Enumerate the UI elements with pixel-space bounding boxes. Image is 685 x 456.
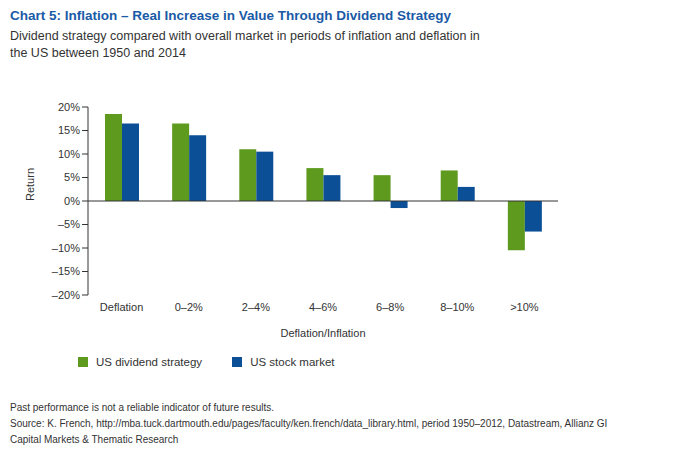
svg-text:15%: 15% (58, 124, 80, 136)
svg-text:5%: 5% (64, 171, 80, 183)
svg-text:2–4%: 2–4% (242, 301, 270, 313)
html-text:Past performance is not a reli: Past performance is not a reliable indic… (10, 402, 274, 413)
svg-text:Deflation: Deflation (100, 301, 143, 313)
svg-text:8–10%: 8–10% (440, 301, 474, 313)
html-text:US stock market: US stock market (250, 356, 335, 368)
html-text:Dividend strategy compared wit: Dividend strategy compared with overall … (10, 29, 480, 60)
svg-text:10%: 10% (58, 148, 80, 160)
svg-text:Deflation/Inflation: Deflation/Inflation (281, 327, 366, 339)
svg-text:–5%: –5% (58, 218, 80, 230)
svg-text:6–8%: 6–8% (376, 301, 404, 313)
svg-text:0%: 0% (64, 195, 80, 207)
svg-text:>10%: >10% (510, 301, 539, 313)
svg-text:0–2%: 0–2% (175, 301, 203, 313)
html-text:Chart 5: Inflation – Real Incr: Chart 5: Inflation – Real Increase in Va… (10, 8, 452, 23)
svg-text:Return: Return (24, 168, 36, 201)
svg-text:–15%: –15% (52, 265, 80, 277)
html-text:Source: K. French, http://mba.: Source: K. French, http://mba.tuck.dartm… (10, 418, 608, 445)
svg-text:20%: 20% (58, 101, 80, 113)
svg-text:–10%: –10% (52, 242, 80, 254)
html-text:US dividend strategy: US dividend strategy (96, 356, 203, 368)
svg-text:4–6%: 4–6% (309, 301, 337, 313)
svg-text:–20%: –20% (52, 289, 80, 301)
